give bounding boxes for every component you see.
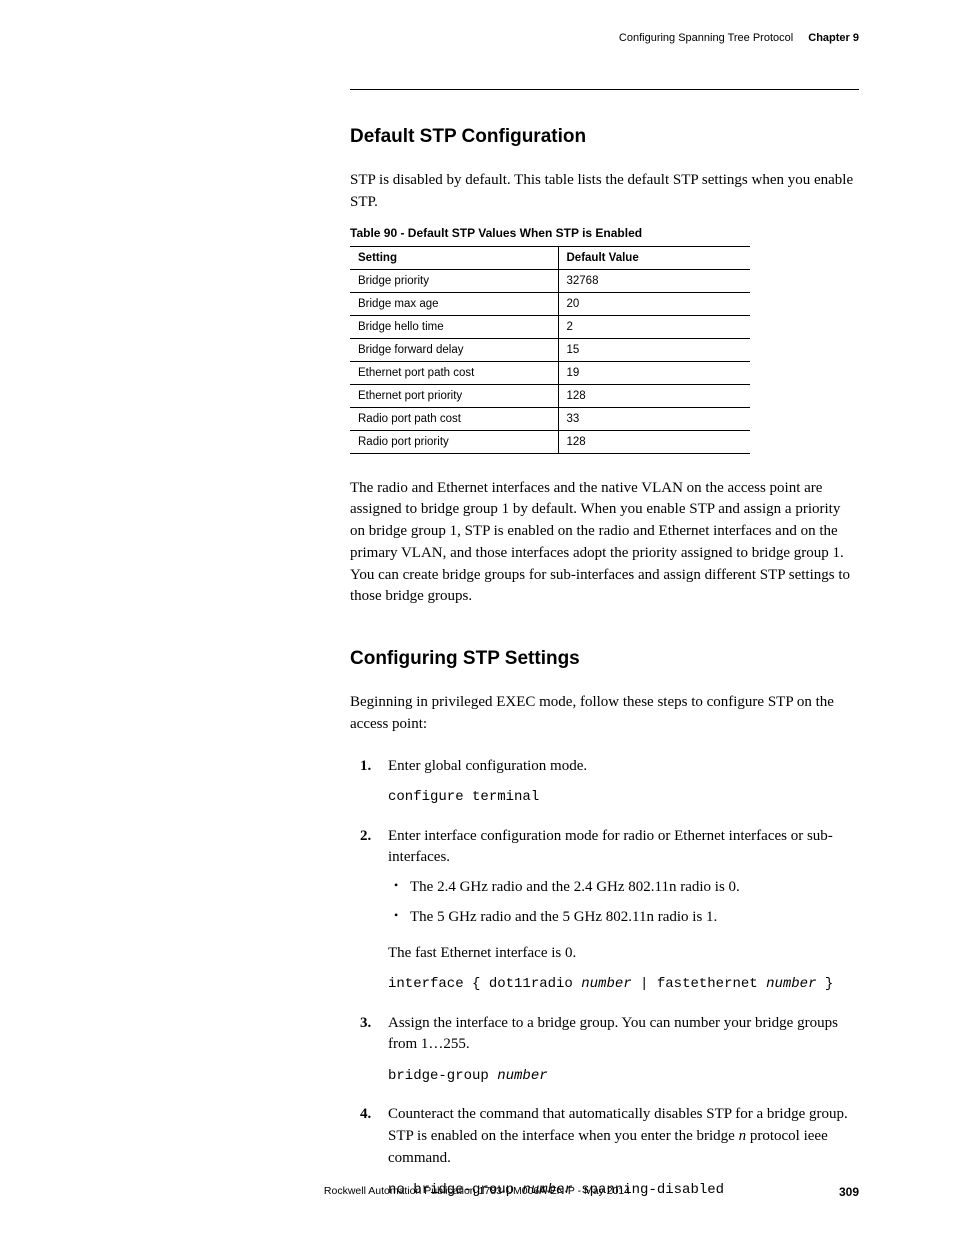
section1-intro: STP is disabled by default. This table l… xyxy=(350,170,859,214)
section-title-default-stp: Default STP Configuration xyxy=(350,126,859,148)
step-1-text: Enter global configuration mode. xyxy=(388,758,587,774)
table-row: Ethernet port path cost19 xyxy=(350,361,750,384)
table-row: Ethernet port priority128 xyxy=(350,384,750,407)
table-caption: Table 90 - Default STP Values When STP i… xyxy=(350,226,859,240)
table-row: Radio port priority128 xyxy=(350,430,750,453)
step-2: Enter interface configuration mode for r… xyxy=(350,826,859,995)
step-3-text: Assign the interface to a bridge group. … xyxy=(388,1015,838,1053)
table-row: Radio port path cost33 xyxy=(350,407,750,430)
step-3-code: bridge-group number xyxy=(388,1066,859,1086)
step-1: Enter global configuration mode. configu… xyxy=(350,756,859,808)
footer-publication: Rockwell Automation Publication 1783-UM0… xyxy=(324,1185,630,1197)
page-footer: Rockwell Automation Publication 1783-UM0… xyxy=(0,1185,954,1197)
step-2-bullet-1: The 2.4 GHz radio and the 2.4 GHz 802.11… xyxy=(388,877,859,899)
section1-after-table: The radio and Ethernet interfaces and th… xyxy=(350,478,859,609)
table-row: Bridge priority32768 xyxy=(350,269,750,292)
step-4-text: Counteract the command that automaticall… xyxy=(388,1106,848,1166)
header-chapter: Chapter 9 xyxy=(808,32,859,44)
page-header: Configuring Spanning Tree Protocol Chapt… xyxy=(350,32,859,44)
table-row: Bridge hello time2 xyxy=(350,315,750,338)
table-header-row: Setting Default Value xyxy=(350,246,750,269)
steps-list: Enter global configuration mode. configu… xyxy=(350,756,859,1200)
step-1-code: configure terminal xyxy=(388,787,859,807)
col-setting: Setting xyxy=(350,246,558,269)
page-number: 309 xyxy=(839,1185,859,1199)
header-rule xyxy=(350,89,859,90)
table-row: Bridge forward delay15 xyxy=(350,338,750,361)
section-title-configuring-stp: Configuring STP Settings xyxy=(350,648,859,670)
stp-defaults-table: Setting Default Value Bridge priority327… xyxy=(350,246,750,454)
step-2-bullet-2: The 5 GHz radio and the 5 GHz 802.11n ra… xyxy=(388,907,859,929)
step-2-text: Enter interface configuration mode for r… xyxy=(388,828,833,866)
header-topic: Configuring Spanning Tree Protocol xyxy=(619,32,793,44)
step-3: Assign the interface to a bridge group. … xyxy=(350,1013,859,1087)
table-row: Bridge max age20 xyxy=(350,292,750,315)
step-2-bullets: The 2.4 GHz radio and the 2.4 GHz 802.11… xyxy=(388,877,859,929)
step-2-code: interface { dot11radio number | fastethe… xyxy=(388,974,859,994)
step-2-subpara: The fast Ethernet interface is 0. xyxy=(388,943,859,965)
col-default-value: Default Value xyxy=(558,246,750,269)
section2-intro: Beginning in privileged EXEC mode, follo… xyxy=(350,692,859,736)
